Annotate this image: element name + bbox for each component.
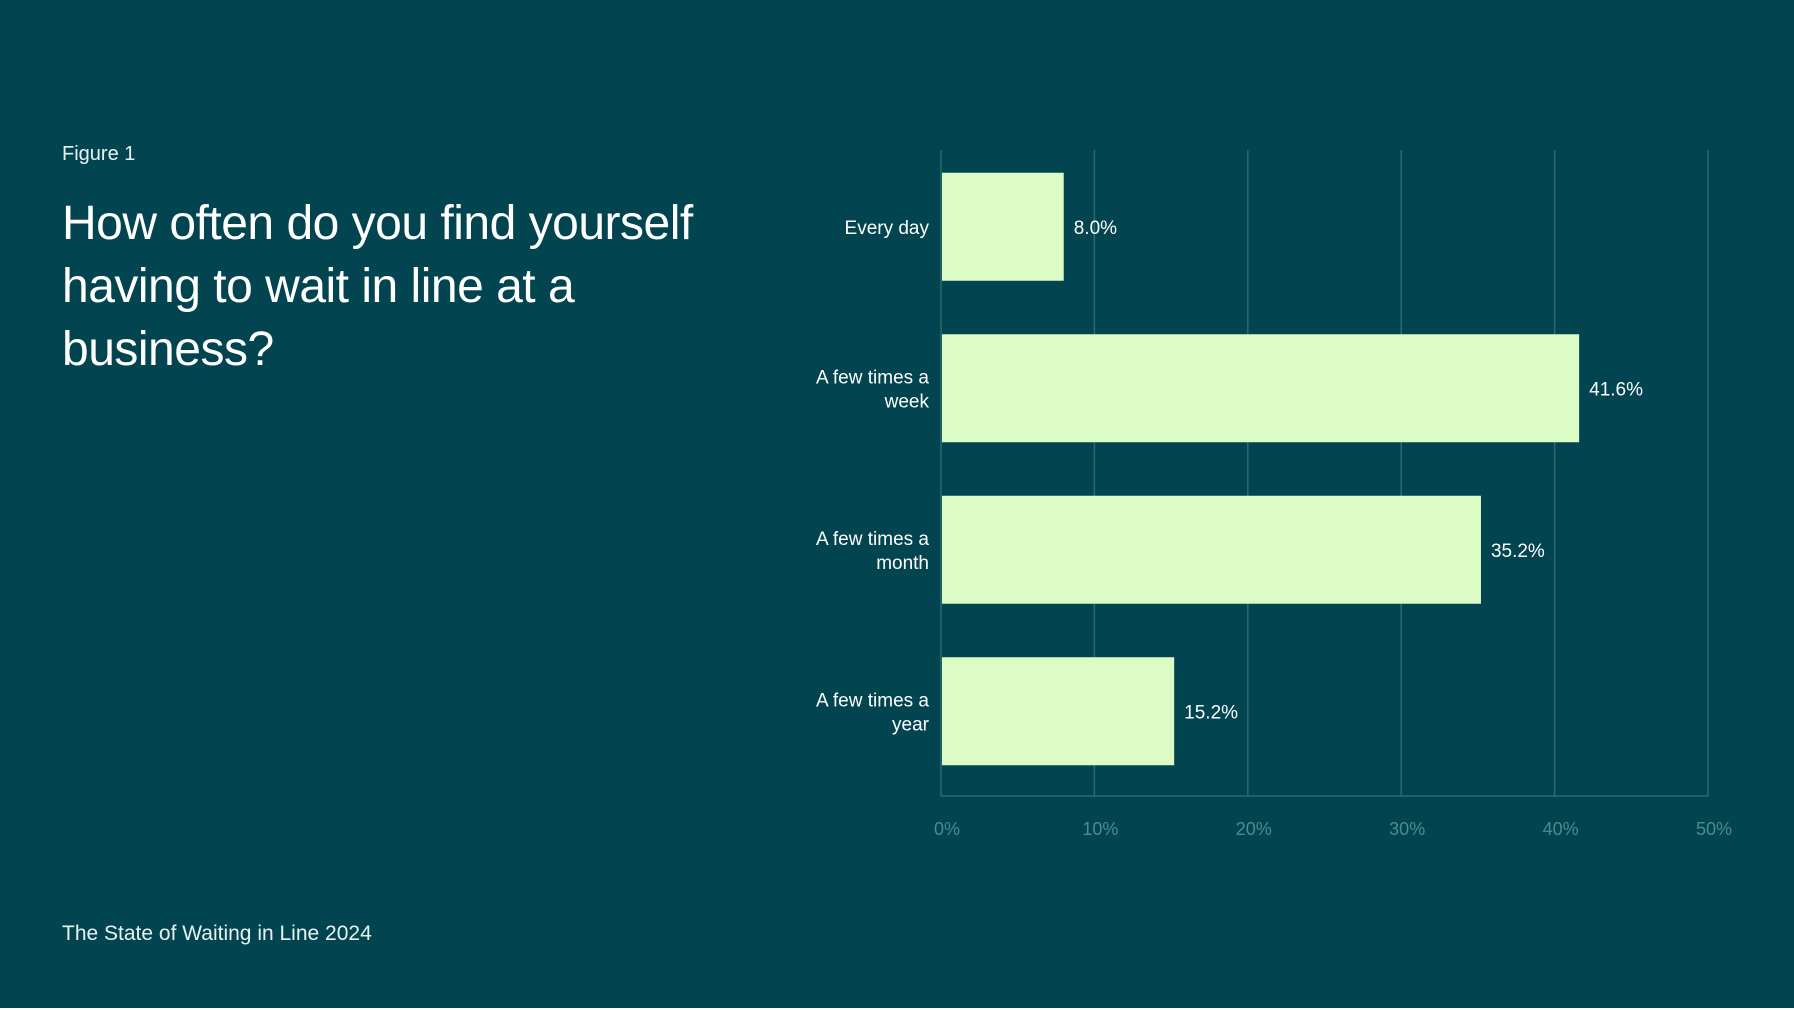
gridlines [940,150,1709,797]
data-label: 15.2% [1184,702,1238,723]
bar [942,172,1064,281]
data-label: 41.6% [1589,379,1643,400]
data-label: 8.0% [1074,218,1117,239]
x-tick-label: 20% [1236,819,1272,839]
bar [942,657,1175,766]
report-footer: The State of Waiting in Line 2024 [62,922,372,945]
bar [942,495,1481,604]
x-tick-label: 30% [1389,819,1425,839]
x-tick-label: 40% [1543,819,1579,839]
category-label: A few times a year [816,690,930,735]
category-label: A few times a month [816,529,929,574]
data-label: 35.2% [1491,541,1545,562]
figure-label: Figure 1 [62,143,136,165]
chart-title: How often do you find yourself having to… [62,197,693,376]
x-tick-label: 0% [934,819,960,839]
category-label: A few times a week [816,367,929,412]
category-label: Every day [845,218,930,239]
bar [942,334,1580,443]
bars [942,172,1580,766]
x-tick-label: 10% [1082,819,1118,839]
x-tick-label: 50% [1696,819,1732,839]
labels: 0% 10% 20% 30% 40% 50% 8.0% Every day 41.6% A few… [816,218,1732,839]
